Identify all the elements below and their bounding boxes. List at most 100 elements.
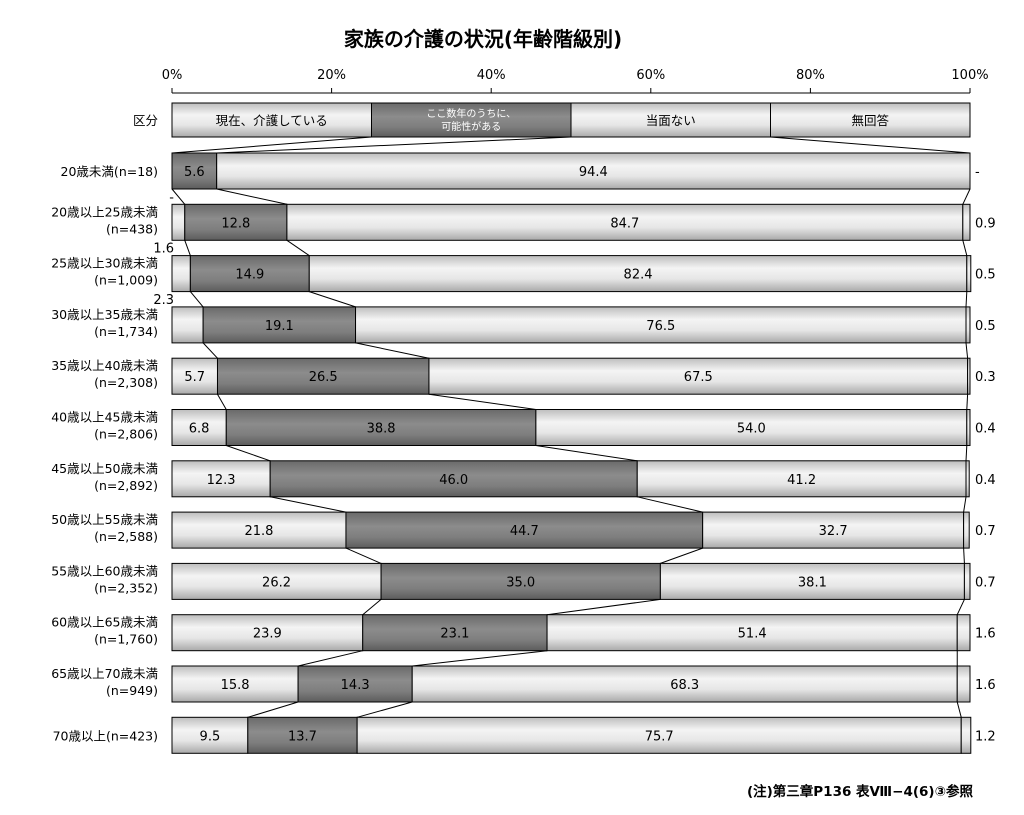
bar-segment — [960, 716, 972, 754]
bar-segment — [225, 409, 537, 446]
bar-row: 25歳以上30歳未満 (n=1,009) 1.6 14.9 82.4 0.5 — [51, 242, 996, 293]
data-label: 94.4 — [579, 165, 608, 180]
connector-line — [171, 188, 186, 205]
bar-segment — [171, 409, 227, 446]
bar-segment — [171, 357, 218, 395]
bar-segment — [247, 716, 358, 754]
category-label: (n=438) — [106, 221, 158, 236]
category-label: (n=1,760) — [94, 632, 158, 647]
connector-line — [355, 342, 430, 359]
bar-segment — [171, 511, 347, 549]
bar-rows: 20歳未満(n=18) 5.6 94.4 -20歳以上25歳未満(n=438)-12.… — [51, 152, 996, 754]
bar-segment — [308, 255, 968, 293]
data-label: 67.5 — [684, 370, 713, 385]
bar-segment — [965, 306, 971, 344]
connector-line — [965, 291, 968, 307]
bar-segment — [963, 511, 970, 549]
data-label: 54.0 — [737, 422, 766, 437]
bar-segment — [956, 614, 971, 652]
data-label: 12.3 — [207, 473, 236, 488]
data-label: - — [975, 165, 980, 180]
x-tick-label: 60% — [636, 68, 665, 83]
bar-segment — [171, 306, 204, 344]
bar-row: 70歳以上(n=423) 9.5 13.7 75.7 1.2 — [53, 716, 996, 754]
data-label: 14.3 — [341, 678, 370, 693]
connector-line — [962, 240, 968, 256]
data-label: 0.4 — [975, 473, 996, 488]
legend-label: 無回答 — [851, 113, 889, 128]
bar-row: 20歳以上25歳未満 (n=438) - 12.8 84.7 0.9 — [51, 190, 996, 241]
category-label: 35歳以上40歳未満 — [51, 358, 158, 373]
connector-line — [184, 240, 191, 256]
bar-row: 45歳以上50歳未満 (n=2,892) 12.3 46.0 41.2 0.4 — [51, 460, 996, 498]
bar-segment — [171, 665, 299, 703]
legend-label: 現在、介護している — [216, 113, 328, 128]
category-label: 65歳以上70歳未満 — [51, 666, 158, 681]
legend-swatch — [171, 102, 372, 138]
x-tick-label: 20% — [317, 68, 346, 83]
connector-line — [309, 291, 356, 308]
data-label: 21.8 — [245, 524, 274, 539]
category-label: 55歳以上60歳未満 — [51, 563, 158, 578]
category-label: (n=2,588) — [94, 529, 158, 544]
connector-line — [247, 701, 299, 718]
connector-line — [270, 496, 347, 513]
connector-line — [428, 393, 536, 410]
bar-segment — [171, 562, 382, 600]
bar-segment — [171, 152, 218, 190]
bar-row: 50歳以上55歳未満 (n=2,588) 21.8 44.7 32.7 0.7 — [51, 511, 996, 549]
data-label: - — [169, 190, 174, 205]
category-label: 45歳以上50歳未満 — [51, 461, 158, 476]
data-label: 51.4 — [738, 627, 767, 642]
bar-segment — [171, 460, 271, 498]
connector-line — [297, 650, 363, 667]
data-label: 76.5 — [646, 319, 675, 334]
category-label: 20歳未満(n=18) — [61, 164, 158, 179]
data-label: 12.8 — [221, 216, 250, 231]
data-label: 44.7 — [510, 524, 539, 539]
connector-line — [217, 393, 227, 410]
connector-line — [965, 342, 969, 359]
category-label: (n=2,806) — [94, 427, 158, 442]
legend-header-row: 区分 現在、介護している ここ数年のうちに、可能性がある 当面ない 無回答 — [133, 102, 971, 138]
data-label: 5.7 — [184, 370, 205, 385]
connector-line — [216, 136, 572, 154]
bar-segment — [965, 460, 970, 498]
bar-segment — [356, 716, 962, 754]
chart-title: 家族の介護の状況(年齢階級別) — [344, 27, 622, 51]
bar-segment — [966, 255, 972, 293]
bar-segment — [966, 409, 971, 446]
bar-segment — [216, 152, 971, 190]
connector-line — [286, 239, 310, 257]
bar-segment — [411, 665, 958, 703]
category-label: 50歳以上55歳未満 — [51, 512, 158, 527]
bar-segment — [355, 306, 967, 344]
data-label: 35.0 — [506, 575, 535, 590]
bar-segment — [171, 716, 249, 754]
data-label: 1.2 — [975, 729, 996, 744]
x-tick-label: 80% — [796, 68, 825, 83]
x-tick-label: 100% — [951, 68, 988, 83]
data-label: 75.7 — [645, 729, 674, 744]
category-label: (n=2,308) — [94, 375, 158, 390]
connector-lines — [171, 136, 971, 718]
bar-row: 30歳以上35歳未満 (n=1,734) 2.3 19.1 76.5 0.5 — [51, 293, 996, 344]
connector-line — [216, 188, 288, 205]
data-label: 38.8 — [367, 422, 396, 437]
data-label: 2.3 — [153, 293, 174, 308]
data-label: 26.5 — [309, 370, 338, 385]
legend-swatch — [371, 102, 572, 138]
legend-label: 可能性がある — [441, 120, 501, 133]
connector-line — [226, 445, 271, 462]
category-label: 30歳以上35歳未満 — [51, 307, 158, 322]
bar-segment — [171, 614, 364, 652]
data-label: 5.6 — [184, 165, 205, 180]
data-label: 0.3 — [975, 370, 996, 385]
category-label: (n=2,892) — [94, 478, 158, 493]
data-label: 1.6 — [153, 242, 174, 257]
connector-line — [770, 136, 971, 154]
bar-row: 20歳未満(n=18) 5.6 94.4 - — [61, 152, 980, 190]
bar-segment — [362, 614, 548, 652]
bar-segment — [956, 665, 971, 703]
